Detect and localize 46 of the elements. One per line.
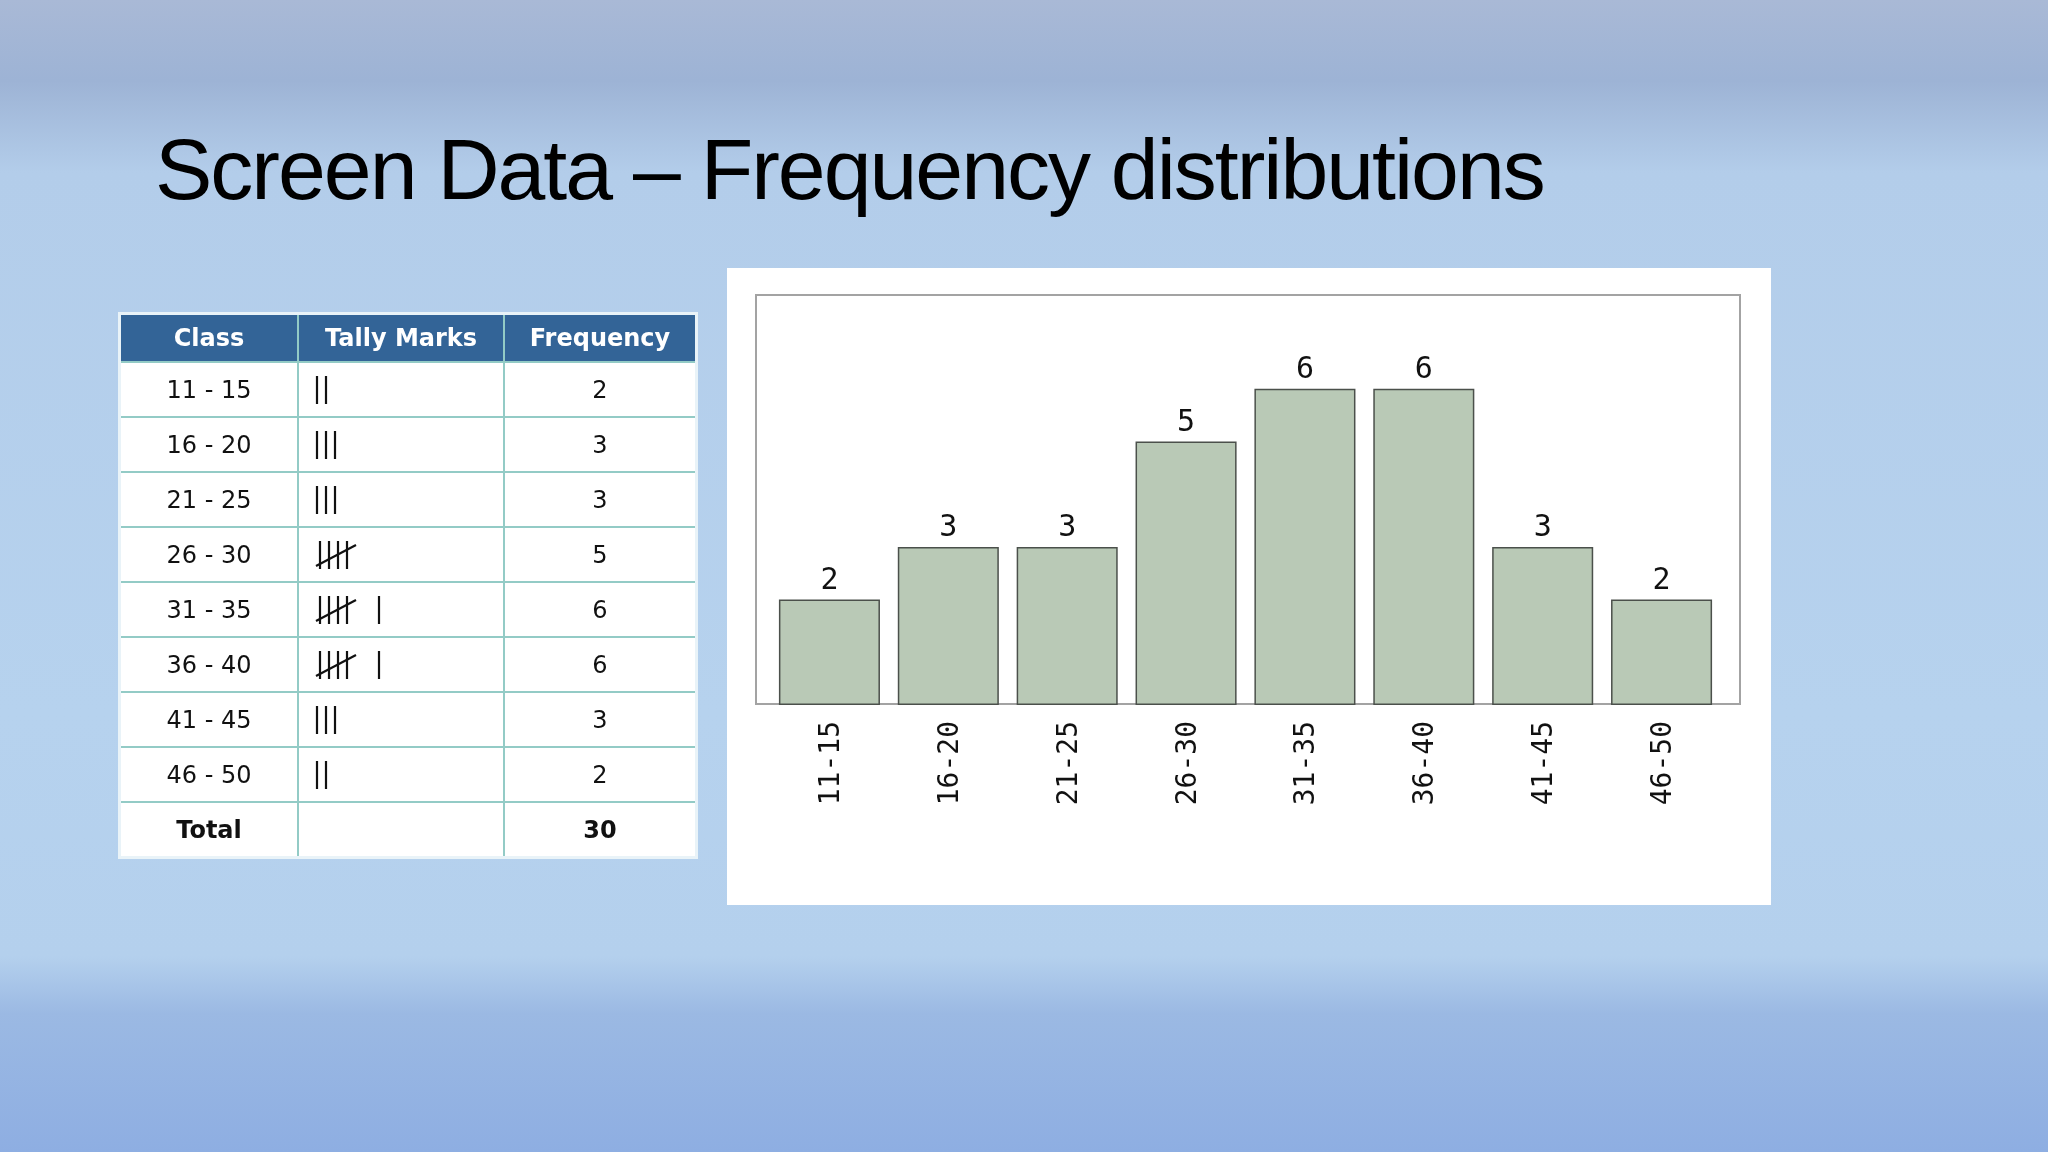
x-tick-label: 46-50 <box>1645 721 1679 806</box>
text: Class <box>119 313 298 362</box>
data-label: 3 <box>1533 508 1552 544</box>
data-label: 5 <box>1177 403 1196 439</box>
text: 30 <box>504 802 697 858</box>
data-label: 6 <box>1414 350 1433 386</box>
x-tick-label: 36-40 <box>1407 721 1441 806</box>
category-label: 41 - 45 <box>119 692 298 747</box>
text: Screen Data – Frequency distributions <box>155 120 1544 219</box>
bar <box>1373 388 1475 705</box>
x-tick-label: 41-45 <box>1526 721 1560 806</box>
x-tick-label: 31-35 <box>1288 721 1322 806</box>
bar <box>1254 388 1356 705</box>
data-label: 6 <box>504 582 697 637</box>
x-tick-label: 16-20 <box>931 721 965 806</box>
data-label: 3 <box>1058 508 1077 544</box>
x-tick-label: 21-25 <box>1050 721 1084 806</box>
bar <box>778 599 880 705</box>
data-label: 6 <box>1295 350 1314 386</box>
bar <box>897 546 999 705</box>
category-label: 11 - 15 <box>119 362 298 417</box>
bar <box>1611 599 1713 705</box>
category-label: 31 - 35 <box>119 582 298 637</box>
data-label: 2 <box>504 362 697 417</box>
x-tick-label: 26-30 <box>1169 721 1203 806</box>
data-label: 5 <box>504 527 697 582</box>
category-label: 36 - 40 <box>119 637 298 692</box>
category-label: 26 - 30 <box>119 527 298 582</box>
data-label: 3 <box>504 417 697 472</box>
x-tick-label: 11-15 <box>812 721 846 806</box>
data-label: 3 <box>504 692 697 747</box>
data-label: 2 <box>504 747 697 802</box>
data-label: 2 <box>1652 561 1671 597</box>
data-label: 2 <box>820 561 839 597</box>
category-label: 16 - 20 <box>119 417 298 472</box>
data-label: 3 <box>504 472 697 527</box>
text: Tally Marks <box>298 313 504 362</box>
bar <box>1492 546 1594 705</box>
bar <box>1016 546 1118 705</box>
text: Frequency <box>504 313 697 362</box>
category-label: 21 - 25 <box>119 472 298 527</box>
data-label: 6 <box>504 637 697 692</box>
category-label: 46 - 50 <box>119 747 298 802</box>
data-label: 3 <box>939 508 958 544</box>
bar <box>1135 441 1237 705</box>
text: Total <box>119 802 298 858</box>
